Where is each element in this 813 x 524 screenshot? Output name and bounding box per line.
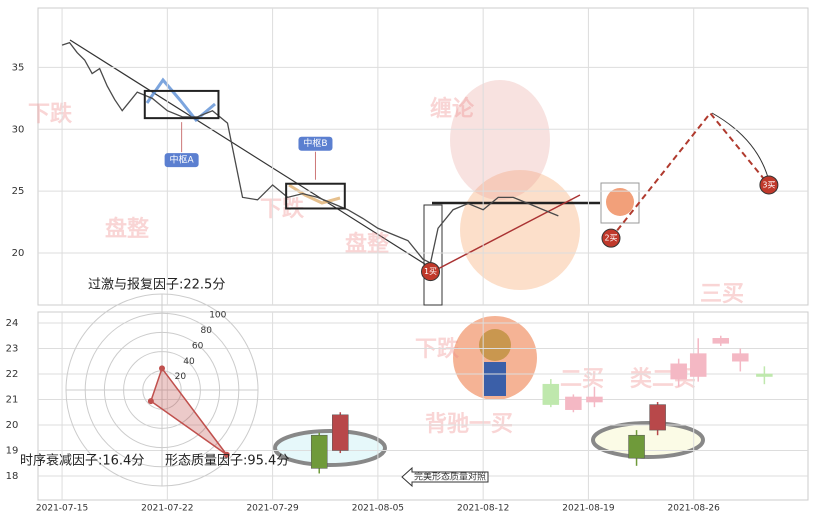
radar-point xyxy=(223,451,230,458)
pivot-label: 中枢B xyxy=(303,137,327,149)
pivot-tag xyxy=(298,136,333,151)
candle-body xyxy=(712,338,730,344)
watermark: 下跌 xyxy=(415,337,460,362)
buy-signal xyxy=(601,228,621,248)
watermark: 下跌 xyxy=(260,197,305,222)
x-tick-label: 2021-08-12 xyxy=(457,504,509,514)
y-tick-label: 24 xyxy=(6,318,19,329)
radar-point xyxy=(147,398,154,405)
mascot-body xyxy=(484,362,506,396)
candle-body xyxy=(732,353,749,362)
rebound-line xyxy=(431,194,581,273)
buy-signal-label: 1买 xyxy=(424,267,437,276)
radar-axis-label: 形态质量因子:95.4分 xyxy=(165,454,289,469)
projection-line xyxy=(610,111,770,239)
x-tick-label: 2021-08-05 xyxy=(352,504,404,514)
watermark: 三买 xyxy=(700,282,744,307)
buy-signal xyxy=(759,175,779,195)
y-tick-label: 20 xyxy=(12,248,25,259)
logo-glow xyxy=(460,170,580,290)
pivot-zone xyxy=(143,89,220,120)
radar-tick-label: 60 xyxy=(192,341,204,351)
y-tick-label: 30 xyxy=(12,124,25,135)
candle-body xyxy=(565,396,582,410)
radar-ring xyxy=(103,331,221,449)
y-tick-label: 25 xyxy=(12,186,25,197)
legend-button[interactable]: 完美形态质量对照 xyxy=(401,466,489,488)
mini-icon-face xyxy=(606,188,634,216)
y-tick-label: 21 xyxy=(6,394,19,405)
candle-body xyxy=(628,434,645,459)
radar-tick-label: 20 xyxy=(175,372,187,382)
candle-body xyxy=(649,404,666,431)
candle-body xyxy=(310,434,328,469)
y-tick-label: 18 xyxy=(6,471,19,482)
watermark: 缠论 xyxy=(430,96,475,122)
x-tick-label: 2021-07-29 xyxy=(246,504,299,514)
candle-body xyxy=(332,414,349,451)
radar-ring xyxy=(123,351,201,429)
buy-signal-label: 2买 xyxy=(604,234,617,243)
radar-ring xyxy=(84,312,240,468)
watermark: 背驰一买 xyxy=(425,412,513,437)
candle-body xyxy=(756,373,773,377)
pivot-tag xyxy=(164,153,199,168)
price-line xyxy=(61,41,559,264)
pivot-zone xyxy=(285,182,346,210)
zigzag xyxy=(288,183,341,205)
mascot-head xyxy=(479,329,511,361)
bottom-panel xyxy=(37,311,809,501)
radar-area xyxy=(149,366,228,456)
curve xyxy=(711,112,771,186)
top-panel xyxy=(37,7,809,306)
x-tick-label: 2021-08-19 xyxy=(562,504,615,514)
legend-button-label: 完美形态质量对照 xyxy=(414,471,486,483)
y-tick-label: 22 xyxy=(6,369,19,380)
y-tick-label: 19 xyxy=(6,446,19,457)
pivot-label: 中枢A xyxy=(170,154,195,166)
highlight-ellipse xyxy=(591,421,705,459)
candle-body xyxy=(586,396,603,403)
buy-frame xyxy=(423,204,443,306)
radar-ring xyxy=(65,293,259,487)
watermark: 二买 xyxy=(560,367,604,392)
highlight-ellipse xyxy=(273,429,387,467)
candle-body xyxy=(670,363,687,380)
candle-body xyxy=(542,383,560,405)
watermark: 盘整 xyxy=(105,216,149,242)
radar-axis-label: 过激与报复因子:22.5分 xyxy=(88,278,225,293)
x-tick-label: 2021-08-26 xyxy=(668,504,721,514)
trend-line xyxy=(69,39,429,267)
radar-tick-label: 100 xyxy=(209,311,226,321)
buy-signal-label: 3买 xyxy=(762,180,775,189)
candle-body xyxy=(689,353,707,377)
radar-axis-label: 时序衰减因子:16.4分 xyxy=(20,453,144,469)
y-tick-label: 20 xyxy=(6,420,19,431)
radar-tick-label: 40 xyxy=(183,357,195,367)
x-tick-label: 2021-07-15 xyxy=(36,504,88,514)
buy-signal xyxy=(421,262,441,282)
y-tick-label: 35 xyxy=(12,62,25,73)
watermark: 下跌 xyxy=(28,102,73,127)
x-tick-label: 2021-07-22 xyxy=(141,504,193,514)
logo-figure xyxy=(450,80,550,200)
radar-point xyxy=(159,365,165,372)
radar-tick-label: 80 xyxy=(201,326,213,336)
y-tick-label: 23 xyxy=(6,343,19,354)
